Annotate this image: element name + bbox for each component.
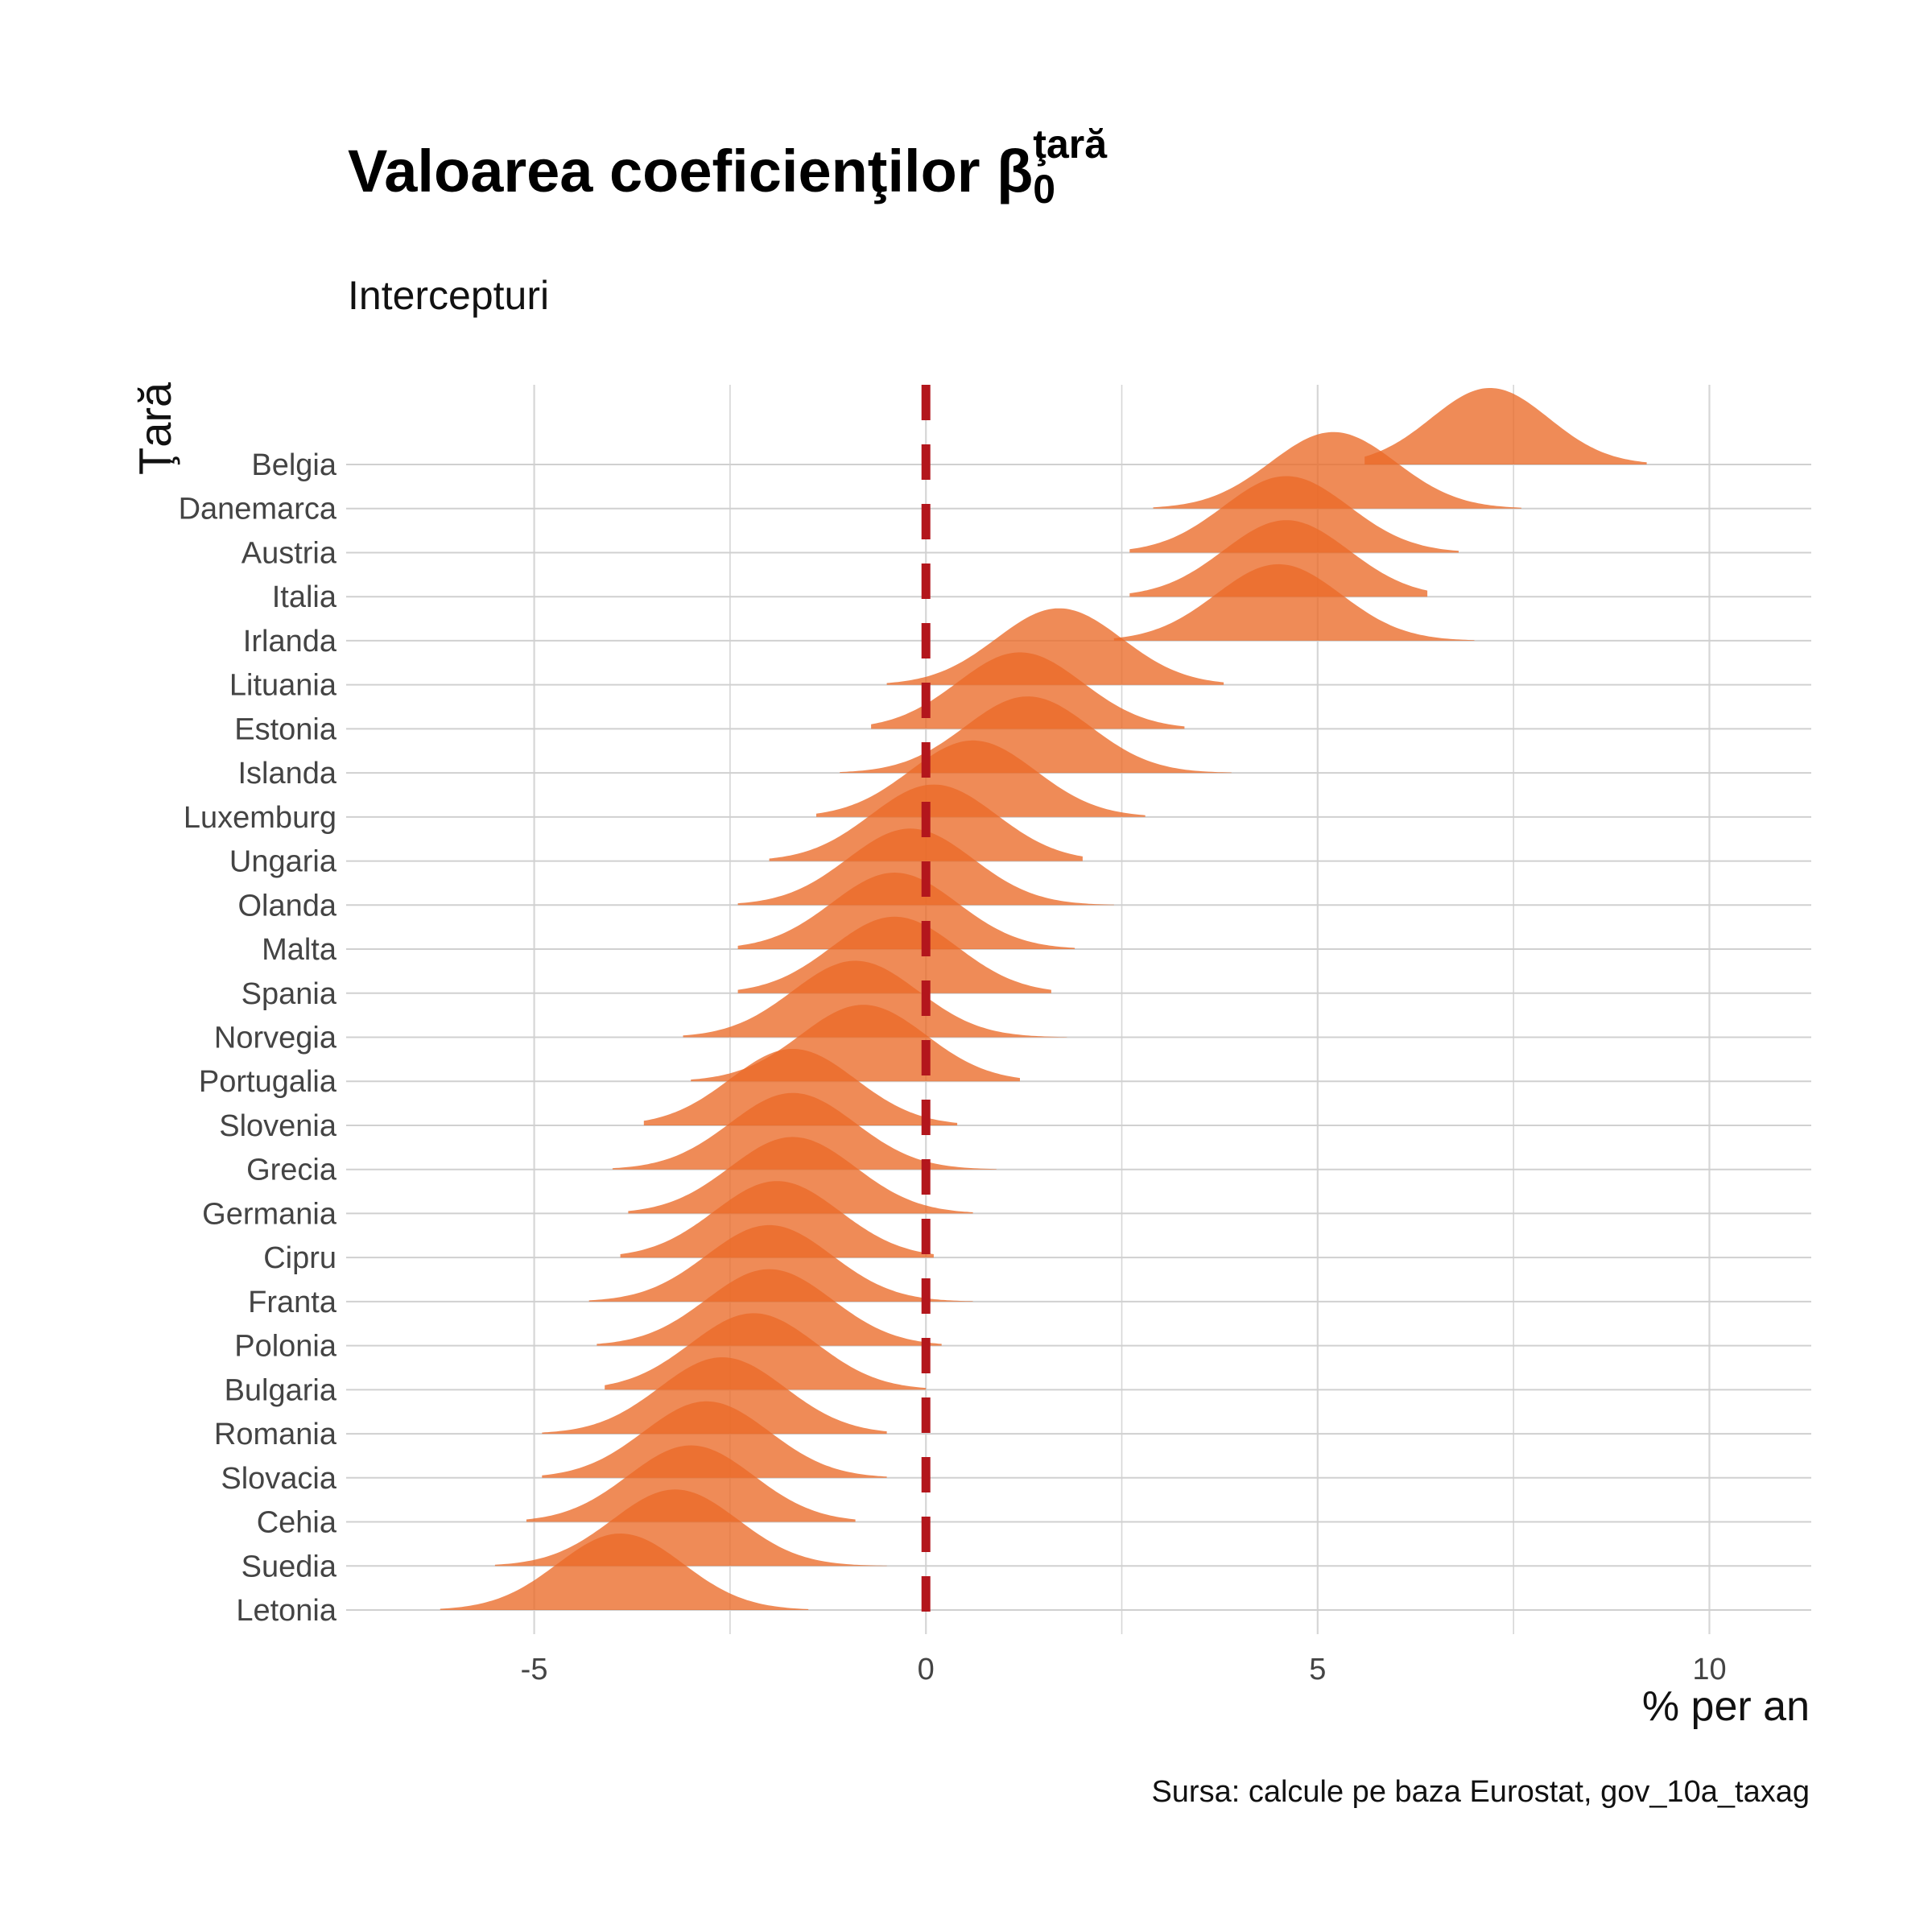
y-tick-label: Polonia	[234, 1330, 337, 1364]
y-tick-label: Irlanda	[243, 625, 337, 658]
y-tick-label: Slovacia	[221, 1462, 336, 1496]
y-tick-label: Austria	[242, 536, 337, 570]
ridge-grecia	[612, 1092, 997, 1170]
y-tick-label: Slovenia	[219, 1109, 337, 1143]
chart-title: Valoarea coeficienţilor β ţară 0	[348, 122, 1108, 212]
y-tick-label: Lituania	[229, 669, 337, 703]
ridge-portugalia	[691, 1005, 1020, 1082]
ridge-romania	[542, 1357, 887, 1435]
y-tick-label: Cipru	[263, 1241, 336, 1275]
y-tick-label: Belgia	[251, 448, 336, 482]
ridge-lituania	[886, 608, 1224, 685]
y-tick-label: Romania	[214, 1418, 337, 1451]
ridge-estonia	[871, 652, 1185, 729]
ridge-norvegia	[683, 960, 1067, 1038]
ridge-italia	[1129, 520, 1428, 597]
y-tick-label: Bulgaria	[225, 1373, 337, 1407]
y-tick-label: Islanda	[237, 757, 336, 791]
ridge-germania	[628, 1137, 973, 1214]
y-tick-label: Portugalia	[199, 1065, 337, 1099]
y-tick-label: Danemarca	[179, 493, 337, 526]
ridge-austria	[1129, 476, 1459, 553]
ridge-franta	[588, 1224, 973, 1302]
ridge-letonia	[440, 1534, 809, 1610]
ridge-spania	[737, 916, 1051, 993]
x-tick-labels: -5 0 5 10	[521, 1653, 1727, 1686]
y-tick-label: Malta	[262, 933, 337, 967]
ridge-belgia	[1364, 388, 1647, 464]
chart-subtitle: Intercepturi	[348, 273, 550, 318]
y-tick-label: Luxemburg	[184, 801, 336, 835]
x-axis-label: % per an	[1641, 1683, 1810, 1730]
x-tick-label: -5	[521, 1653, 548, 1686]
y-tick-label: Germania	[202, 1197, 337, 1231]
ridge-suedia	[494, 1489, 887, 1567]
y-tick-label: Cehia	[257, 1506, 337, 1540]
y-tick-labels: Belgia Danemarca Austria Italia Irlanda Litua…	[179, 448, 337, 1628]
y-tick-label: Franta	[248, 1286, 337, 1319]
y-tick-label: Suedia	[242, 1550, 337, 1583]
ridge-malta	[737, 873, 1075, 949]
x-tick-label: 0	[918, 1653, 935, 1686]
ridge-polonia	[597, 1269, 942, 1346]
title-subscript: 0	[1033, 167, 1056, 212]
y-tick-label: Norvegia	[214, 1022, 337, 1055]
x-tick-label: 10	[1692, 1653, 1726, 1686]
y-tick-label: Ungaria	[229, 845, 337, 879]
ridge-irlanda	[1113, 564, 1475, 641]
x-tick-label: 5	[1309, 1653, 1326, 1686]
y-tick-label: Italia	[272, 580, 337, 614]
y-tick-label: Olanda	[237, 889, 336, 923]
y-tick-label: Estonia	[234, 712, 337, 746]
ridge-islanda	[840, 696, 1232, 774]
y-tick-label: Grecia	[246, 1154, 337, 1187]
y-tick-label: Letonia	[236, 1594, 337, 1628]
ridge-slovacia	[542, 1401, 887, 1478]
density-ridges	[440, 388, 1647, 1610]
y-tick-label: Spania	[242, 977, 337, 1011]
ridge-slovenia	[643, 1049, 958, 1125]
ridge-cehia	[526, 1445, 856, 1522]
title-superscript: ţară	[1033, 122, 1108, 167]
ridge-danemarca	[1153, 431, 1521, 509]
ridge-cipru	[620, 1181, 934, 1258]
source-caption: Sursa: calcule pe baza Eurostat, gov_10a…	[1151, 1775, 1810, 1809]
